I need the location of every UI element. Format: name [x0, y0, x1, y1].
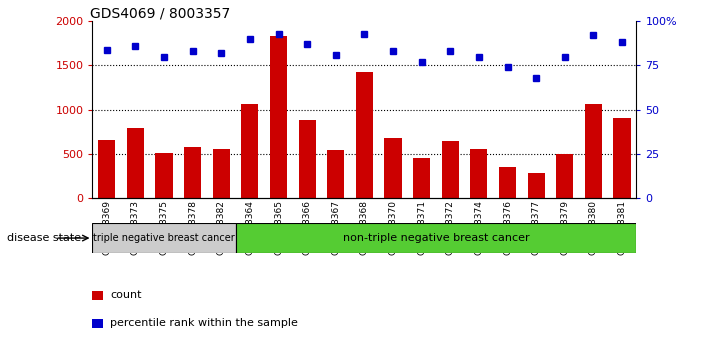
Bar — [528, 173, 545, 198]
Bar — [356, 72, 373, 198]
Bar — [127, 129, 144, 198]
Bar — [241, 104, 259, 198]
Bar — [156, 153, 173, 198]
Bar — [470, 149, 488, 198]
Bar — [213, 149, 230, 198]
Text: GDS4069 / 8003357: GDS4069 / 8003357 — [90, 6, 230, 20]
Bar — [92, 291, 103, 300]
Text: percentile rank within the sample: percentile rank within the sample — [110, 318, 298, 328]
Bar — [184, 147, 201, 198]
Text: non-triple negative breast cancer: non-triple negative breast cancer — [343, 233, 529, 243]
Text: triple negative breast cancer: triple negative breast cancer — [93, 233, 235, 243]
Bar — [385, 138, 402, 198]
Bar — [556, 154, 573, 198]
Bar — [413, 158, 430, 198]
Bar — [92, 319, 103, 329]
Bar — [98, 140, 115, 198]
Bar — [499, 167, 516, 198]
Bar — [235, 223, 636, 253]
Bar — [585, 104, 602, 198]
Text: disease state: disease state — [7, 233, 81, 243]
Bar — [270, 36, 287, 198]
Bar — [327, 149, 344, 198]
Bar — [614, 118, 631, 198]
Bar — [442, 141, 459, 198]
Text: count: count — [110, 290, 141, 299]
Bar — [299, 120, 316, 198]
Bar — [92, 223, 235, 253]
